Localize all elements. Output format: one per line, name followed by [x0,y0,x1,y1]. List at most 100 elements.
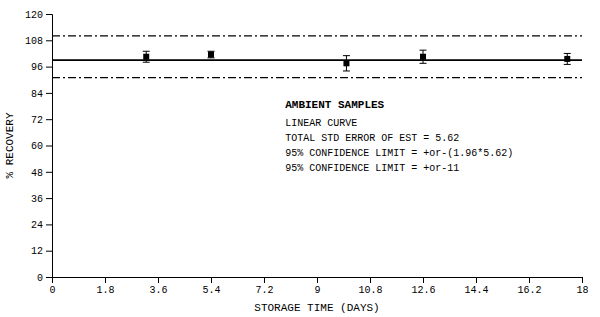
x-tick-label: 10.8 [358,285,382,296]
y-tick-mark [46,198,52,199]
y-tick: 48 [31,168,52,179]
y-tick: 84 [31,89,52,100]
x-tick-label: 1.8 [96,285,114,296]
x-tick-label: 0 [49,285,55,296]
x-tick-mark [264,277,265,283]
annotation-line: TOTAL STD ERROR OF EST = 5.62 [285,133,459,144]
y-tick-label: 24 [31,220,43,231]
y-axis-line [46,15,53,278]
error-bar-cap-lower [420,63,427,64]
x-tick: 18 [576,277,588,296]
data-point [343,60,349,66]
y-tick: 24 [31,220,52,231]
y-tick: 108 [25,36,52,47]
x-tick-label: 5.4 [202,285,220,296]
y-tick: 120 [25,10,52,21]
x-tick-label: 14.4 [464,285,488,296]
x-tick: 5.4 [202,277,220,296]
x-tick-mark [158,277,159,283]
x-tick-mark [529,277,530,283]
error-bar-cap-lower [343,70,350,71]
y-tick-mark [46,93,52,94]
y-tick-mark [46,251,52,252]
y-tick-label: 120 [25,10,43,21]
y-axis-title: % RECOVERY [4,112,16,178]
x-tick-label: 18 [576,285,588,296]
y-tick-mark [46,277,52,278]
data-point [564,56,570,62]
error-bar-cap-lower [564,64,571,65]
x-tick: 3.6 [149,277,167,296]
y-tick-label: 0 [37,273,43,284]
error-bar-cap-upper [343,55,350,56]
y-tick-mark [46,40,52,41]
x-tick: 14.4 [464,277,488,296]
x-tick-mark [423,277,424,283]
y-tick-label: 96 [31,62,43,73]
y-tick: 96 [31,62,52,73]
marks [52,36,582,78]
y-tick-label: 12 [31,246,43,257]
error-bar-cap-upper [143,51,150,52]
error-bar [564,53,571,64]
data-point [143,54,149,60]
x-tick: 1.8 [96,277,114,296]
x-tick-label: 12.6 [411,285,435,296]
annotation-line: 95% CONFIDENCE LIMIT = +or-11 [285,163,459,174]
x-tick-mark [582,277,583,283]
plot-area: 0 1.8 3.6 5.4 7.2 9 10.8 12.6 14.4 16.2 18 0 12 24 36 4… [25,10,589,296]
x-tick-mark [476,277,477,283]
y-tick-mark [46,224,52,225]
x-axis-title: STORAGE TIME (DAYS) [254,302,379,314]
y-tick-mark [46,119,52,120]
y-axis: 0 12 24 36 48 60 72 84 96 108 120 [25,10,53,284]
annotation-line: LINEAR CURVE [285,118,357,129]
annotation-title: AMBIENT SAMPLES [285,99,384,111]
x-tick: 10.8 [358,277,382,296]
error-bar [143,51,150,62]
data-point [208,52,214,58]
y-tick: 72 [31,115,52,126]
y-tick-mark [46,172,52,173]
x-axis-line [53,278,583,284]
y-tick-mark [46,67,52,68]
y-tick: 12 [31,246,52,257]
y-tick: 60 [31,141,52,152]
y-tick-label: 72 [31,115,43,126]
y-tick-label: 48 [31,168,43,179]
y-tick-label: 60 [31,141,43,152]
x-tick-mark [370,277,371,283]
error-bar-cap-lower [143,62,150,63]
confidence-line [52,77,582,78]
error-bar [420,50,427,63]
x-tick-mark [105,277,106,283]
y-tick-mark [46,146,52,147]
y-tick-label: 84 [31,89,43,100]
y-tick: 36 [31,194,52,205]
y-tick: 0 [37,273,52,284]
y-tick-label: 108 [25,36,43,47]
error-bar-cap-upper [564,53,571,54]
confidence-line [52,35,582,36]
x-tick-label: 7.2 [255,285,273,296]
annotation-line: 95% CONFIDENCE LIMIT = +or-(1.96*5.62) [285,148,513,159]
error-bar-cap-upper [420,50,427,51]
x-tick: 12.6 [411,277,435,296]
chart: 0 1.8 3.6 5.4 7.2 9 10.8 12.6 14.4 16.2 18 0 12 24 36 4… [0,0,600,317]
x-tick-label: 16.2 [517,285,541,296]
x-tick-mark [211,277,212,283]
x-tick-label: 3.6 [149,285,167,296]
x-tick-label: 9 [314,285,320,296]
annotation: AMBIENT SAMPLES LINEAR CURVE TOTAL STD ERR… [285,99,513,174]
data-point [420,54,426,60]
x-axis: 0 1.8 3.6 5.4 7.2 9 10.8 12.6 14.4 16.2 18 [49,277,588,296]
x-tick: 16.2 [517,277,541,296]
x-tick: 9 [314,277,320,296]
y-tick-label: 36 [31,194,43,205]
x-tick-mark [317,277,318,283]
error-bar [343,56,350,71]
y-tick-mark [46,14,52,15]
error-bar [208,51,215,58]
fit-line [52,59,582,61]
x-tick: 0 [49,277,55,296]
